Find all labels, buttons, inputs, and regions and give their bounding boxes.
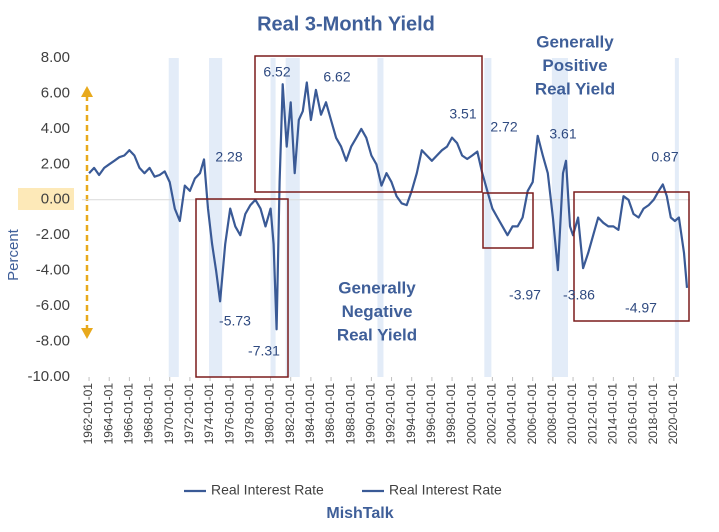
annotation: 3.61 bbox=[549, 126, 576, 142]
x-tick-label: 1974-01-01 bbox=[202, 383, 216, 445]
annotation: -7.31 bbox=[248, 343, 280, 359]
x-tick-label: 1970-01-01 bbox=[162, 383, 176, 445]
recession-band bbox=[674, 58, 679, 377]
x-tick-label: 2012-01-01 bbox=[585, 383, 599, 445]
y-tick-label: -6.00 bbox=[36, 297, 70, 314]
x-tick-label: 1966-01-01 bbox=[122, 383, 136, 445]
y-tick-label: -2.00 bbox=[36, 226, 70, 243]
annotation: 3.51 bbox=[449, 106, 476, 122]
highlight-box bbox=[254, 55, 483, 193]
x-tick-label: 1982-01-01 bbox=[283, 383, 297, 445]
zero-highlight bbox=[18, 188, 74, 210]
x-tick-label: 1964-01-01 bbox=[101, 383, 115, 445]
x-tick-label: 1978-01-01 bbox=[243, 383, 257, 445]
annotation: 6.62 bbox=[323, 69, 350, 85]
y-tick-label: -8.00 bbox=[36, 333, 70, 350]
recession-band bbox=[168, 58, 179, 377]
x-tick-label: 2006-01-01 bbox=[525, 383, 539, 445]
annotation: -3.97 bbox=[509, 287, 541, 303]
y-tick-label: -4.00 bbox=[36, 262, 70, 279]
annotation: 2.28 bbox=[215, 149, 242, 165]
annotation: -4.97 bbox=[625, 300, 657, 316]
y-tick-label: 6.00 bbox=[41, 84, 70, 101]
y-tick-label: -10.00 bbox=[27, 368, 70, 385]
highlight-box bbox=[195, 198, 289, 378]
note: Positive bbox=[542, 56, 607, 75]
note: Real Yield bbox=[535, 79, 615, 98]
highlight-box bbox=[573, 191, 690, 322]
recession-band bbox=[209, 58, 223, 377]
recession-band bbox=[377, 58, 384, 377]
annotation: 0.87 bbox=[651, 149, 678, 165]
x-tick-label: 2020-01-01 bbox=[666, 383, 680, 445]
note: Generally bbox=[338, 278, 416, 297]
legend-label: Real Interest Rate bbox=[211, 482, 324, 498]
x-tick-label: 2000-01-01 bbox=[464, 383, 478, 445]
x-tick-label: 2018-01-01 bbox=[646, 383, 660, 445]
y-tick-label: 2.00 bbox=[41, 155, 70, 172]
y-axis-label: Percent bbox=[5, 228, 22, 281]
x-tick-label: 1962-01-01 bbox=[81, 383, 95, 445]
footer: MishTalk bbox=[326, 505, 393, 522]
note: Generally bbox=[536, 32, 614, 51]
arrow-head bbox=[81, 328, 93, 339]
x-tick-label: 1984-01-01 bbox=[303, 383, 317, 445]
x-tick-label: 1968-01-01 bbox=[142, 383, 156, 445]
highlight-box bbox=[482, 192, 534, 249]
annotation: -3.86 bbox=[563, 287, 595, 303]
x-tick-label: 1998-01-01 bbox=[444, 383, 458, 445]
x-tick-label: 1972-01-01 bbox=[182, 383, 196, 445]
x-tick-label: 1980-01-01 bbox=[263, 383, 277, 445]
x-tick-label: 2008-01-01 bbox=[545, 383, 559, 445]
x-tick-label: 2014-01-01 bbox=[606, 383, 620, 445]
legend-label: Real Interest Rate bbox=[389, 482, 502, 498]
x-tick-label: 2010-01-01 bbox=[565, 383, 579, 445]
x-tick-label: 1988-01-01 bbox=[343, 383, 357, 445]
recession-band bbox=[270, 58, 276, 377]
y-tick-label: 4.00 bbox=[41, 120, 70, 137]
data-line bbox=[88, 81, 689, 331]
arrow-head bbox=[81, 86, 93, 97]
x-tick-label: 1986-01-01 bbox=[323, 383, 337, 445]
annotation: -5.73 bbox=[219, 313, 251, 329]
x-tick-label: 1996-01-01 bbox=[424, 383, 438, 445]
note: Real Yield bbox=[337, 325, 417, 344]
x-tick-label: 1994-01-01 bbox=[404, 383, 418, 445]
x-tick-label: 2016-01-01 bbox=[626, 383, 640, 445]
recession-band bbox=[484, 58, 492, 377]
annotation: 2.72 bbox=[490, 119, 517, 135]
x-tick-label: 1976-01-01 bbox=[222, 383, 236, 445]
x-tick-label: 1990-01-01 bbox=[364, 383, 378, 445]
chart-title: Real 3-Month Yield bbox=[257, 13, 435, 35]
recession-band bbox=[285, 58, 300, 377]
x-tick-label: 2004-01-01 bbox=[505, 383, 519, 445]
x-tick-label: 1992-01-01 bbox=[384, 383, 398, 445]
x-tick-label: 2002-01-01 bbox=[485, 383, 499, 445]
note: Negative bbox=[342, 302, 413, 321]
annotation: 6.52 bbox=[263, 64, 290, 80]
y-tick-label: 8.00 bbox=[41, 49, 70, 66]
y-tick-label: 0.00 bbox=[41, 191, 70, 208]
